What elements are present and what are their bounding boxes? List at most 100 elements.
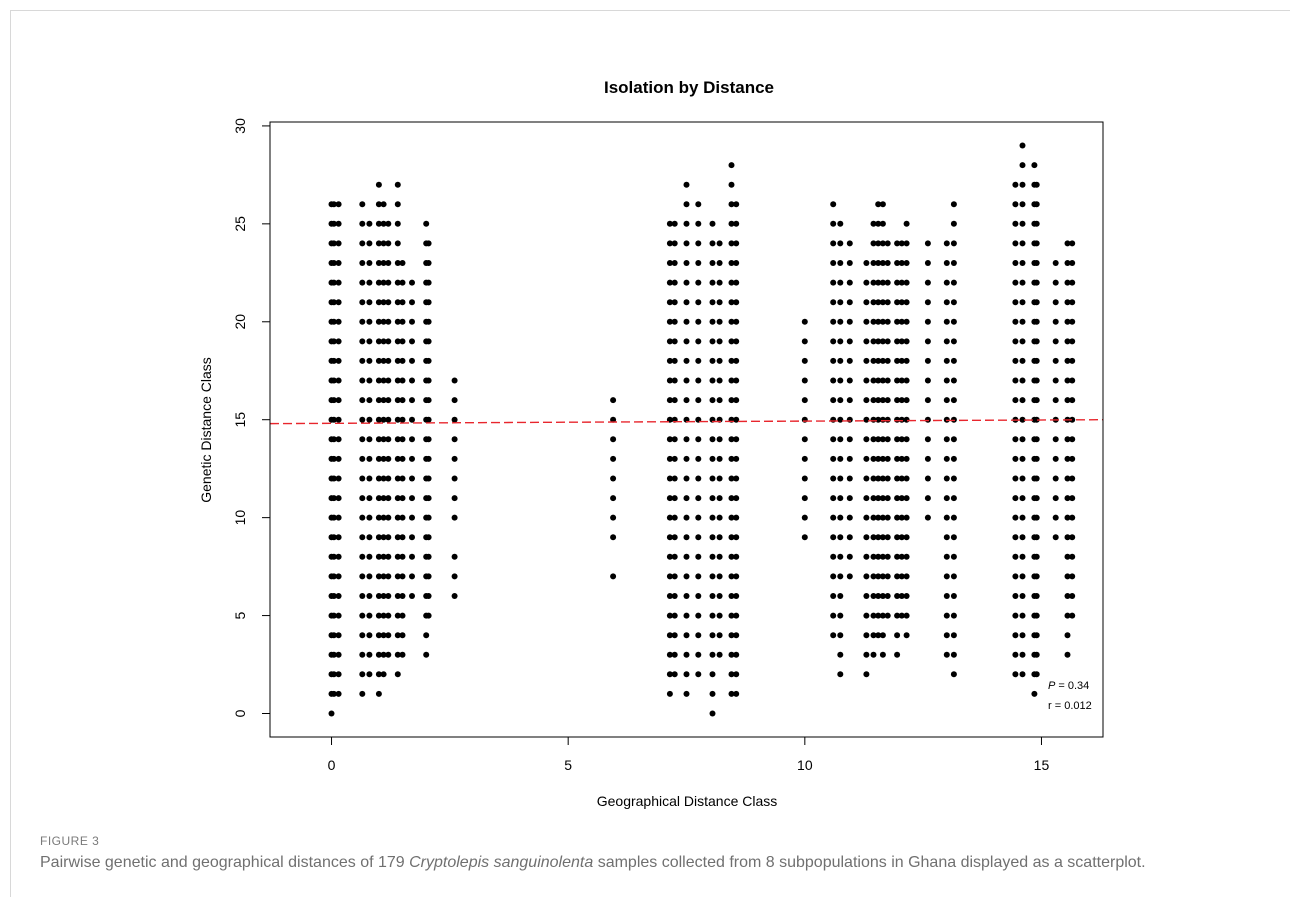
data-point — [330, 593, 337, 599]
data-point — [394, 377, 401, 384]
data-point — [716, 397, 723, 404]
data-point — [1019, 651, 1026, 658]
data-point — [875, 338, 882, 345]
data-point — [335, 455, 342, 462]
data-point — [884, 495, 891, 502]
data-point — [1012, 651, 1019, 658]
data-point — [894, 240, 901, 247]
data-point — [943, 514, 950, 521]
data-point — [863, 338, 870, 345]
data-point — [894, 318, 901, 325]
data-point — [385, 279, 392, 286]
data-point — [884, 397, 891, 404]
data-point — [1012, 240, 1019, 247]
data-point — [894, 514, 901, 521]
data-point — [879, 240, 886, 247]
data-point — [610, 397, 617, 404]
data-point — [610, 495, 617, 502]
data-point — [1012, 593, 1019, 599]
data-point — [1012, 397, 1019, 404]
data-point — [716, 436, 723, 443]
data-point — [903, 299, 910, 306]
data-point — [683, 220, 690, 227]
data-point — [1019, 181, 1026, 188]
data-point — [1064, 475, 1071, 482]
data-point — [879, 260, 886, 266]
data-point — [709, 534, 716, 541]
data-point — [330, 397, 337, 404]
data-point — [394, 534, 401, 541]
data-point — [837, 240, 844, 247]
data-point — [870, 338, 877, 345]
data-point — [451, 455, 458, 462]
data-point — [409, 534, 415, 541]
data-point — [409, 573, 415, 580]
data-point — [380, 534, 387, 541]
data-point — [385, 318, 392, 325]
data-point — [425, 260, 432, 266]
data-point — [870, 651, 877, 658]
data-point — [837, 260, 844, 266]
data-point — [380, 632, 387, 639]
data-point — [359, 220, 366, 227]
data-point — [695, 240, 702, 247]
data-point — [863, 377, 870, 384]
data-point — [335, 220, 342, 227]
data-point — [683, 495, 690, 502]
data-point — [879, 553, 886, 560]
data-point — [425, 436, 432, 443]
data-point — [870, 455, 877, 462]
data-point — [385, 455, 392, 462]
data-point — [709, 397, 716, 404]
data-point — [709, 279, 716, 286]
data-point — [863, 455, 870, 462]
data-point — [380, 612, 387, 619]
data-point — [375, 593, 382, 599]
data-point — [1033, 416, 1040, 423]
data-point — [903, 318, 910, 325]
data-point — [733, 651, 740, 658]
data-point — [950, 377, 957, 384]
data-point — [1012, 279, 1019, 286]
data-point — [380, 593, 387, 599]
data-point — [846, 495, 853, 502]
data-point — [1033, 593, 1040, 599]
p-value: = 0.34 — [1058, 680, 1089, 692]
data-point — [950, 514, 957, 521]
data-point — [1019, 534, 1026, 541]
data-point — [898, 338, 905, 345]
data-point — [451, 377, 458, 384]
data-point — [903, 593, 910, 599]
data-point — [385, 651, 392, 658]
data-point — [1033, 181, 1040, 188]
data-point — [830, 455, 837, 462]
data-point — [903, 377, 910, 384]
data-point — [610, 573, 617, 580]
data-point — [683, 436, 690, 443]
data-point — [863, 495, 870, 502]
data-point — [837, 632, 844, 639]
data-point — [846, 534, 853, 541]
data-point — [385, 553, 392, 560]
data-point — [610, 534, 617, 541]
data-point — [359, 534, 366, 541]
data-point — [359, 397, 366, 404]
data-point — [870, 612, 877, 619]
data-point — [1012, 338, 1019, 345]
data-point — [924, 318, 931, 325]
data-point — [837, 671, 844, 678]
x-axis-label: Geographical Distance Class — [597, 793, 778, 809]
data-point — [666, 260, 673, 266]
data-point — [1012, 612, 1019, 619]
data-point — [330, 690, 337, 697]
data-point — [879, 593, 886, 599]
data-point — [375, 690, 382, 697]
data-point — [879, 397, 886, 404]
data-point — [879, 573, 886, 580]
data-point — [399, 612, 406, 619]
data-point — [683, 573, 690, 580]
data-point — [863, 475, 870, 482]
data-point — [359, 338, 366, 345]
data-point — [924, 240, 931, 247]
data-point — [380, 357, 387, 364]
